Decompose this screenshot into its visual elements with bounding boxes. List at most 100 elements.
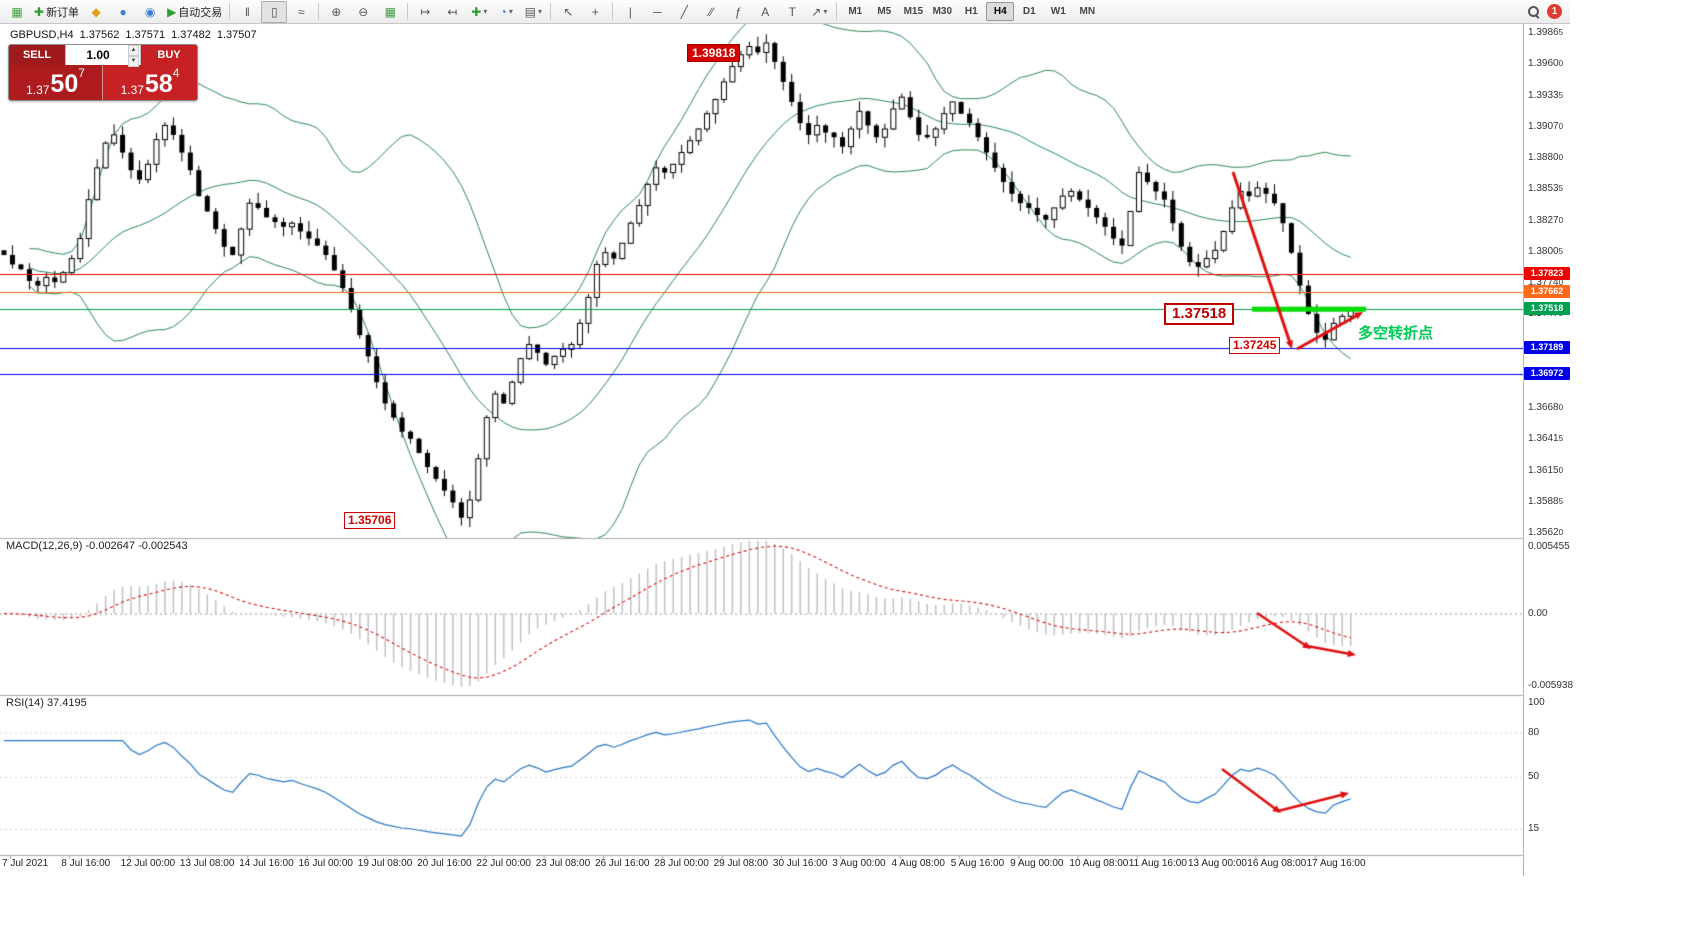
crosshair-icon[interactable]: + [582,1,608,23]
price-axis-label: 1.38005 [1528,245,1564,257]
periods-icon[interactable]: ◔ ▾ [493,1,519,23]
price-callout-label[interactable]: 1.35706 [344,512,396,529]
bars-chart-icon[interactable]: ‖ [234,1,260,23]
time-axis-label: 16 Aug 08:00 [1247,858,1307,869]
pivot-annotation-text[interactable]: 多空转折点 [1358,325,1434,342]
timeframe-m5[interactable]: M5 [877,6,892,17]
arrows-icon[interactable]: ↗ ▾ [806,1,832,23]
cursor-icon[interactable]: ↖ [555,1,581,23]
price-callout-label[interactable]: 1.37518 [1164,303,1235,325]
chevron-down-icon: ▾ [483,7,488,16]
buy-price-point: 4 [172,66,180,80]
chart-shift-icon[interactable]: ↤ [439,1,465,23]
macd-axis-label: -0.005938 [1528,680,1574,691]
price-axis-label: 1.39335 [1528,89,1564,101]
time-axis-label: 29 Jul 08:00 [713,858,769,869]
sell-button[interactable]: SELL [9,45,65,65]
autotrading-button: ▶ [167,4,177,19]
autotrading-button[interactable]: ▶ 自动交易 [164,1,225,23]
notification-badge[interactable]: 1 [1547,4,1562,19]
rsi-axis-label: 100 [1528,697,1545,708]
chart-title: GBPUSD,H4 1.37562 1.37571 1.37482 1.37507 [10,29,263,41]
timeframe-d1[interactable]: D1 [1022,6,1036,17]
price-line-tag: 1.37189 [1524,341,1570,355]
time-axis-label: 9 Aug 00:00 [1010,858,1064,869]
new-order-button: ✚ [34,4,45,19]
vertical-line-icon[interactable]: | [617,1,643,23]
fibonacci-icon: ƒ [734,4,742,19]
ohlc-low: 1.37482 [171,29,211,41]
autotrading-button-label: 自动交易 [178,6,223,19]
search-icon[interactable] [1527,5,1541,19]
tile-windows-icon: ▦ [384,4,396,19]
price-axis-label: 1.38270 [1528,214,1564,226]
templates-icon[interactable]: ▤ ▾ [520,1,546,23]
timeframe-h1[interactable]: H1 [964,6,978,17]
price-axis-label: 1.36680 [1528,402,1564,413]
time-axis-label: 14 Jul 16:00 [239,858,294,869]
timeframe-mn[interactable]: MN [1079,6,1096,17]
volume-input[interactable] [66,45,140,65]
volume-up-button[interactable]: ▲ [128,45,139,56]
horizontal-line-icon[interactable]: ─ [644,1,670,23]
toolbar-separator [550,3,552,20]
timeframe-m15[interactable]: M15 [903,6,924,17]
toolbar-right-group: 1 [1527,4,1566,19]
rsi-axis-label: 15 [1528,822,1540,834]
line-chart-icon[interactable]: ≈ [288,1,314,23]
price-axis-label: 1.36415 [1528,433,1564,445]
market-icon[interactable]: ◉ [137,1,163,23]
price-axis-label: 1.39600 [1528,58,1564,70]
arrows-icon: ↗ [811,4,822,19]
equidistant-channel-icon[interactable]: ∕∕ [698,1,724,23]
price-axis-label: 1.38535 [1528,183,1564,195]
community-icon: ● [119,4,127,19]
zoom-in-icon[interactable]: ⊕ [323,1,349,23]
candlestick-chart-icon: ▯ [270,4,278,19]
price-line-tag: 1.37518 [1524,302,1570,316]
zoom-out-icon[interactable]: ⊖ [350,1,376,23]
chevron-down-icon: ▾ [537,7,542,16]
label-icon[interactable]: T [779,1,805,23]
toolbar-separator [229,3,231,20]
new-chart-icon[interactable]: ▦ [4,1,30,23]
time-axis-label: 3 Aug 00:00 [832,858,886,869]
time-axis-label: 10 Aug 08:00 [1069,858,1129,869]
community-icon[interactable]: ● [110,1,136,23]
volume-down-button[interactable]: ▼ [128,56,139,67]
text-icon[interactable]: A [752,1,778,23]
timeframe-w1[interactable]: W1 [1050,6,1066,17]
buy-price[interactable]: 1.37 58 4 [103,65,197,100]
buy-button[interactable]: BUY [141,45,197,65]
buy-price-pips: 58 [144,70,173,98]
price-axis-label: 1.39865 [1528,27,1564,38]
time-axis-label: 20 Jul 16:00 [417,858,472,869]
price-callout-label[interactable]: 1.37245 [1229,337,1281,354]
macd-axis-label: 0.005455 [1528,541,1570,552]
timeframe-h4[interactable]: H4 [986,2,1015,21]
rsi-indicator-label: RSI(14) 37.4195 [6,697,87,709]
price-callout-label[interactable]: 1.39818 [687,44,741,62]
fibonacci-icon[interactable]: ƒ [725,1,751,23]
tile-windows-icon[interactable]: ▦ [377,1,403,23]
text-icon: A [761,4,770,19]
metaeditor-icon[interactable]: ◆ [83,1,109,23]
time-axis-label: 4 Aug 08:00 [891,858,945,869]
timeframe-m1[interactable]: M1 [848,6,863,17]
sell-price[interactable]: 1.37 50 7 [9,65,103,100]
timeframe-m30[interactable]: M30 [932,6,953,17]
price-line-tag: 1.37662 [1524,285,1570,299]
chart-surface[interactable] [0,24,1523,876]
candlestick-chart-icon[interactable]: ▯ [261,0,288,23]
sell-price-pips: 50 [50,70,79,98]
add-indicator-icon[interactable]: ✚ ▾ [466,1,492,23]
auto-scroll-icon[interactable]: ↦ [412,1,438,23]
time-axis-label: 30 Jul 16:00 [772,858,828,869]
time-axis-label: 12 Jul 00:00 [120,858,176,869]
ohlc-high: 1.37571 [125,29,166,41]
time-axis-label: 13 Aug 00:00 [1188,858,1247,869]
new-order-button[interactable]: ✚ 新订单 [31,1,82,23]
trendline-icon[interactable]: ╱ [671,1,697,23]
chevron-down-icon: ▾ [823,7,828,16]
